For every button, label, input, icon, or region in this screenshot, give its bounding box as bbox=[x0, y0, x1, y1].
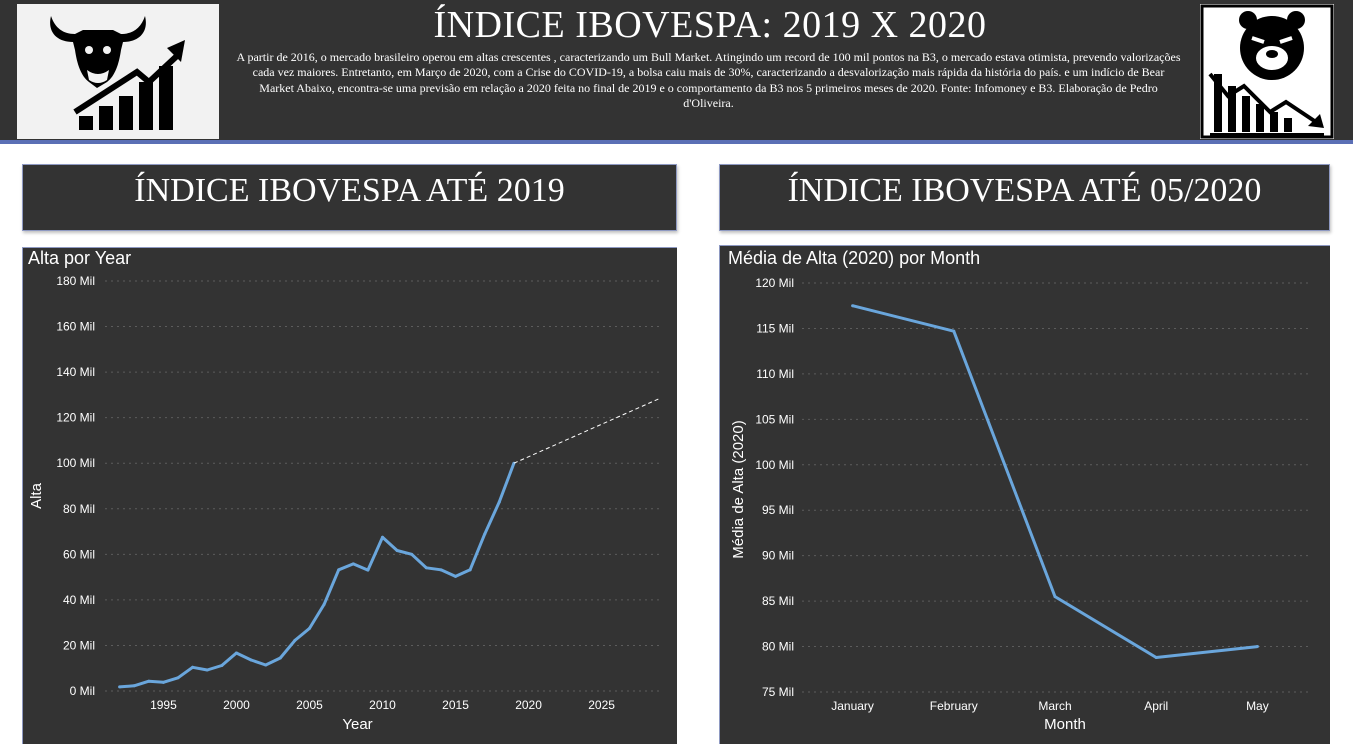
y-tick-label: 85 Mil bbox=[762, 594, 794, 608]
data-point bbox=[1255, 645, 1259, 649]
right-card-title: ÍNDICE IBOVESPA ATÉ 05/2020 bbox=[719, 164, 1330, 231]
y-tick-label: 120 Mil bbox=[56, 411, 95, 425]
y-tick-label: 115 Mil bbox=[756, 321, 794, 335]
y-axis-label: Alta bbox=[28, 482, 45, 509]
data-point bbox=[337, 568, 341, 572]
y-tick-label: 90 Mil bbox=[762, 549, 794, 563]
x-tick-label: 2000 bbox=[223, 698, 250, 712]
y-tick-label: 180 Mil bbox=[56, 274, 95, 288]
y-tick-label: 140 Mil bbox=[56, 365, 95, 379]
data-point bbox=[132, 684, 136, 688]
bear-logo bbox=[1200, 4, 1334, 139]
data-point bbox=[191, 665, 195, 669]
chart-title: Média de Alta (2020) por Month bbox=[728, 248, 980, 268]
bear-chart-icon bbox=[1200, 4, 1334, 139]
y-tick-label: 40 Mil bbox=[63, 593, 95, 607]
y-tick-label: 80 Mil bbox=[63, 502, 95, 516]
y-tick-label: 105 Mil bbox=[755, 412, 794, 426]
data-point bbox=[454, 574, 458, 578]
x-tick-label: 2025 bbox=[588, 698, 615, 712]
x-tick-label: 2010 bbox=[369, 698, 396, 712]
chart-title: Alta por Year bbox=[28, 248, 131, 268]
y-tick-label: 110 Mil bbox=[756, 367, 794, 381]
y-tick-label: 160 Mil bbox=[56, 320, 95, 334]
series-line-alta bbox=[119, 462, 516, 689]
data-point bbox=[293, 638, 297, 642]
data-point bbox=[410, 552, 414, 556]
y-tick-label: 120 Mil bbox=[755, 276, 794, 290]
data-point bbox=[468, 568, 472, 572]
data-point bbox=[1154, 655, 1158, 659]
x-axis-label: Month bbox=[1044, 716, 1086, 733]
chart-alta-por-year: Alta por Year 0 Mil 20 Mil 40 Mil 60 Mil 80 M… bbox=[22, 247, 677, 744]
x-tick-label: March bbox=[1038, 699, 1071, 713]
x-tick-label: 2015 bbox=[442, 698, 469, 712]
bull-logo bbox=[17, 4, 219, 139]
data-point bbox=[264, 663, 268, 667]
x-tick-label: February bbox=[930, 699, 978, 713]
y-axis-label: Média de Alta (2020) bbox=[730, 420, 747, 558]
left-card-title: ÍNDICE IBOVESPA ATÉ 2019 bbox=[22, 164, 677, 231]
data-point bbox=[395, 548, 399, 552]
dashboard-description: A partir de 2016, o mercado brasileiro o… bbox=[236, 50, 1181, 110]
x-axis-label: Year bbox=[342, 716, 372, 733]
y-tick-label: 100 Mil bbox=[56, 456, 95, 470]
x-tick-label: January bbox=[831, 699, 874, 713]
y-tick-label: 0 Mil bbox=[70, 684, 95, 698]
forecast-line bbox=[513, 397, 661, 464]
line-chart-svg: Alta por Year 0 Mil 20 Mil 40 Mil 60 Mil 80 M… bbox=[28, 248, 661, 733]
chart-media-alta-2020: Média de Alta (2020) por Month 75 Mil 80 M… bbox=[719, 245, 1330, 744]
x-tick-label: April bbox=[1144, 699, 1168, 713]
data-point bbox=[249, 658, 253, 662]
x-tick-label: 2020 bbox=[515, 698, 542, 712]
data-point bbox=[851, 304, 855, 308]
dashboard-title: ÍNDICE IBOVESPA: 2019 X 2020 bbox=[433, 4, 987, 46]
data-point bbox=[161, 680, 165, 684]
data-point bbox=[234, 651, 238, 655]
data-point bbox=[278, 656, 282, 660]
data-point bbox=[497, 500, 501, 504]
y-tick-label: 95 Mil bbox=[762, 503, 794, 517]
x-tick-label: 2005 bbox=[296, 698, 323, 712]
data-point bbox=[483, 532, 487, 536]
data-point bbox=[424, 566, 428, 570]
data-point bbox=[118, 685, 122, 689]
data-point bbox=[307, 626, 311, 630]
data-point bbox=[366, 568, 370, 572]
data-point bbox=[952, 329, 956, 333]
dashboard-header: ÍNDICE IBOVESPA: 2019 X 2020 A partir de… bbox=[0, 0, 1353, 144]
series-line-media-alta bbox=[852, 304, 1258, 659]
y-tick-label: 80 Mil bbox=[762, 640, 794, 654]
y-tick-label: 75 Mil bbox=[762, 685, 794, 699]
y-tick-label: 100 Mil bbox=[755, 458, 794, 472]
y-tick-label: 60 Mil bbox=[63, 547, 95, 561]
data-point bbox=[220, 663, 224, 667]
data-point bbox=[176, 676, 180, 680]
data-point bbox=[1053, 595, 1057, 599]
bull-chart-icon bbox=[50, 16, 185, 130]
line-chart-svg: Média de Alta (2020) por Month 75 Mil 80 M… bbox=[728, 248, 1308, 733]
data-point bbox=[351, 562, 355, 566]
data-point bbox=[205, 668, 209, 672]
data-point bbox=[322, 602, 326, 606]
data-point bbox=[147, 679, 151, 683]
data-point bbox=[381, 535, 384, 539]
x-tick-label: May bbox=[1246, 699, 1269, 713]
x-tick-label: 1995 bbox=[150, 698, 177, 712]
y-tick-label: 20 Mil bbox=[63, 638, 95, 652]
data-point bbox=[439, 568, 443, 572]
